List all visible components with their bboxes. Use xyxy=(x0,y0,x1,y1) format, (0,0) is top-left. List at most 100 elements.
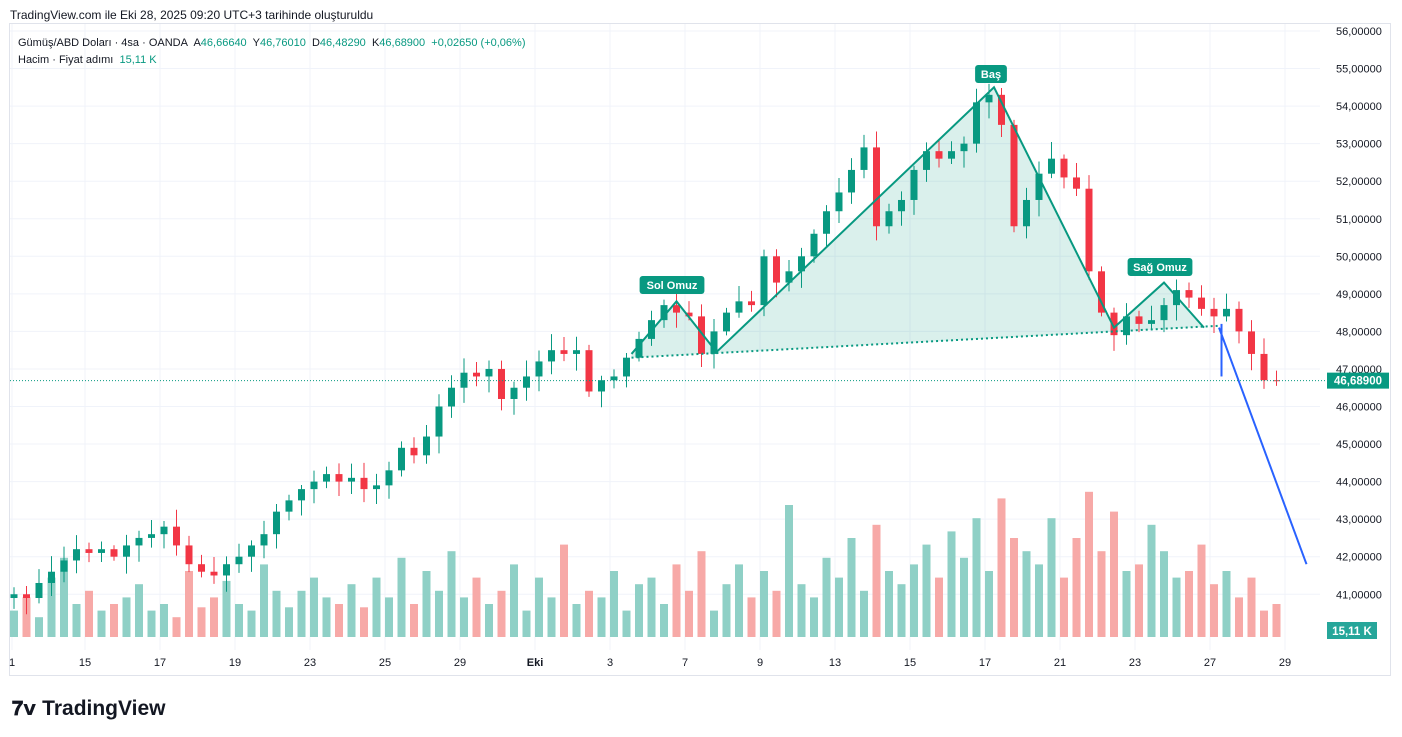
volume-bar xyxy=(1035,564,1043,637)
open-label: A xyxy=(193,37,201,49)
price-tick: 48,00000 xyxy=(1336,326,1382,338)
volume-bar xyxy=(235,604,243,637)
last-price-value: 46,68900 xyxy=(1334,376,1382,388)
candle-body xyxy=(160,526,168,535)
volume-bar xyxy=(510,564,518,637)
candle-body xyxy=(785,271,793,283)
candle-body xyxy=(935,151,943,159)
candle-body xyxy=(1160,305,1168,321)
neckline xyxy=(631,324,1220,359)
price-tick: 55,00000 xyxy=(1336,64,1382,76)
volume-bar xyxy=(597,597,606,637)
candle-body xyxy=(210,571,218,576)
candle-body xyxy=(1198,297,1205,309)
volume-bar xyxy=(1135,564,1143,637)
right-shoulder-label-bg xyxy=(1127,258,1193,276)
candle-body xyxy=(885,211,893,227)
volume-bar xyxy=(72,604,81,637)
candle-body xyxy=(1135,316,1143,324)
close-label: K xyxy=(371,37,380,49)
low-value: 46,48290 xyxy=(319,37,366,49)
volume-bar xyxy=(972,518,981,637)
volume-badge xyxy=(1327,622,1377,639)
volume-bar xyxy=(497,590,506,637)
candle-body xyxy=(1035,173,1043,200)
candle-body xyxy=(1023,199,1030,227)
volume-bar xyxy=(10,610,18,637)
head-label: Baş xyxy=(981,69,1001,81)
tradingview-logo[interactable]: 𝟕𝘃 TradingView xyxy=(12,696,166,721)
candle-body xyxy=(10,594,18,599)
volume-bar xyxy=(1160,551,1168,637)
candle-body xyxy=(823,211,830,234)
volume-bar xyxy=(1085,491,1093,637)
volume-bar xyxy=(660,604,668,637)
candle-body xyxy=(973,102,980,144)
volume-bar xyxy=(860,590,868,637)
candle-body xyxy=(910,169,918,200)
volume-bar xyxy=(435,590,443,637)
volume-label[interactable]: Hacim · Fiyat adımı xyxy=(18,54,114,66)
last-price-badge xyxy=(1327,372,1389,389)
candle-body xyxy=(1098,271,1105,313)
volume-bar xyxy=(122,597,131,637)
volume-bar xyxy=(1022,551,1031,637)
volume-bar xyxy=(697,551,706,637)
candle-body xyxy=(23,594,30,599)
candle-body xyxy=(335,474,343,482)
candle-body xyxy=(235,556,243,565)
head-shoulders-line xyxy=(630,85,1205,355)
volume-bar xyxy=(1060,577,1068,637)
candle-body xyxy=(73,549,80,561)
time-tick: 23 xyxy=(304,657,316,669)
volume-bar xyxy=(835,577,843,637)
volume-bar xyxy=(1110,511,1118,637)
time-tick: 19 xyxy=(229,657,241,669)
volume-bar xyxy=(97,610,106,637)
volume-bar xyxy=(1047,518,1056,637)
time-tick: 25 xyxy=(379,657,391,669)
time-tick: Eki xyxy=(527,657,544,669)
candle-body xyxy=(373,485,380,490)
volume-bar xyxy=(1235,597,1243,637)
volume-bar xyxy=(610,571,618,637)
volume-bar xyxy=(922,544,931,637)
candle-body xyxy=(123,545,130,557)
time-tick: 13 xyxy=(829,657,841,669)
candle-body xyxy=(273,511,280,535)
candle-body xyxy=(248,545,255,557)
candle-body xyxy=(85,549,93,553)
time-tick: 17 xyxy=(154,657,166,669)
time-tick: 23 xyxy=(1129,657,1141,669)
volume-bar xyxy=(135,584,143,637)
price-tick: 49,00000 xyxy=(1336,289,1382,301)
candle-body xyxy=(110,549,118,557)
price-tick: 42,00000 xyxy=(1336,552,1382,564)
candle-body xyxy=(398,447,405,471)
volume-bar xyxy=(785,505,793,637)
volume-bar xyxy=(885,571,893,637)
symbol[interactable]: Gümüş/ABD Doları · 4sa · OANDA xyxy=(18,37,188,49)
price-tick: 50,00000 xyxy=(1336,251,1382,263)
time-tick: 29 xyxy=(454,657,466,669)
volume-bar xyxy=(547,597,556,637)
high-label: Y xyxy=(252,37,260,49)
time-tick: 15 xyxy=(79,657,91,669)
price-tick: 46,00000 xyxy=(1336,402,1382,414)
logo-icon: 𝟕𝘃 xyxy=(12,698,37,720)
candle-body xyxy=(48,571,55,583)
right-shoulder-label: Sağ Omuz xyxy=(1133,262,1187,274)
volume-bar xyxy=(22,597,31,637)
candle-body xyxy=(1110,312,1118,336)
volume-bar xyxy=(647,577,656,637)
volume-bar xyxy=(847,538,856,637)
candle-body xyxy=(723,312,730,332)
volume-bar xyxy=(147,610,156,637)
candle-body xyxy=(448,387,455,407)
candle-body xyxy=(385,470,393,486)
candle-body xyxy=(510,387,518,399)
candle-body xyxy=(548,350,555,362)
volume-bar xyxy=(310,577,318,637)
candle-body xyxy=(573,350,580,354)
